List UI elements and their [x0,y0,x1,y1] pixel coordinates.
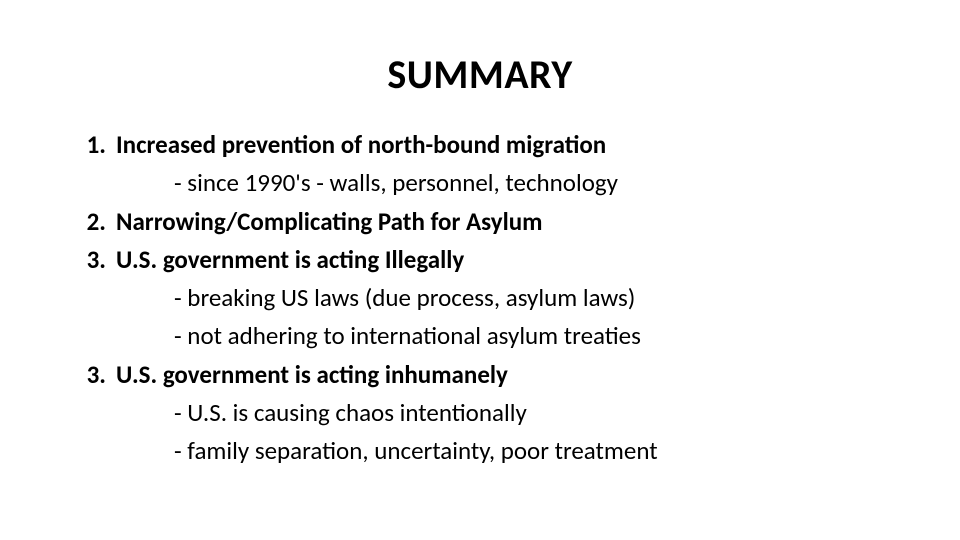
slide-title: SUMMARY [70,50,890,99]
list-subitem: - U.S. is causing chaos intentionally [70,395,890,431]
list-subitem: - breaking US laws (due process, asylum … [70,280,890,316]
item-text: Narrowing/Complicating Path for Asylum [116,204,890,240]
slide: SUMMARY 1. Increased prevention of north… [0,0,960,540]
list-item: 2. Narrowing/Complicating Path for Asylu… [70,204,890,240]
list-subitem: - since 1990's - walls, personnel, techn… [70,165,890,201]
item-text: U.S. government is acting Illegally [116,242,890,278]
item-number: 3. [70,242,116,278]
item-number: 3. [70,357,116,393]
item-number: 1. [70,127,116,163]
item-text: Increased prevention of north-bound migr… [116,127,890,163]
summary-list: 1. Increased prevention of north-bound m… [70,127,890,469]
list-item: 1. Increased prevention of north-bound m… [70,127,890,163]
list-subitem: - not adhering to international asylum t… [70,318,890,354]
list-item: 3. U.S. government is acting inhumanely [70,357,890,393]
list-item: 3. U.S. government is acting Illegally [70,242,890,278]
item-text: U.S. government is acting inhumanely [116,357,890,393]
item-number: 2. [70,204,116,240]
list-subitem: - family separation, uncertainty, poor t… [70,433,890,469]
